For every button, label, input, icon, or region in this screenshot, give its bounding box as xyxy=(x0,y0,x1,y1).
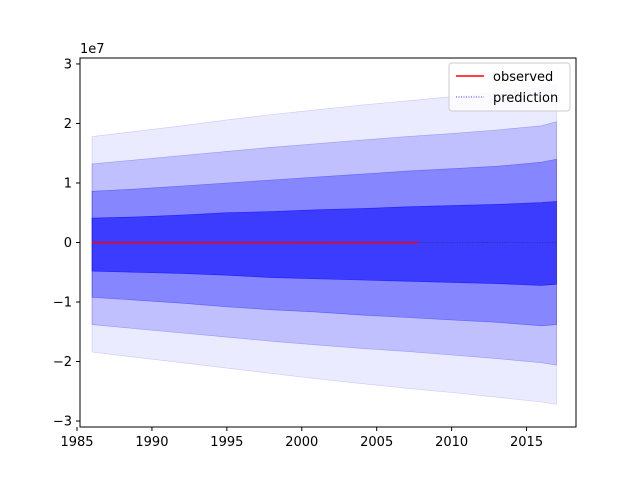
x-tick-label: 2000 xyxy=(285,435,318,450)
x-tick-label: 2015 xyxy=(510,435,543,450)
x-tick-label: 1990 xyxy=(135,435,168,450)
x-tick-label: 2010 xyxy=(435,435,468,450)
legend-prediction-label: prediction xyxy=(493,91,558,106)
band-50pct xyxy=(91,201,557,286)
x-tick-label: 2005 xyxy=(360,435,393,450)
legend-box xyxy=(448,62,571,112)
legend-observed-label: observed xyxy=(493,70,553,85)
y-scale-label: 1e7 xyxy=(80,42,105,57)
y-tick-label: 3 xyxy=(64,57,72,72)
series-lines xyxy=(91,241,557,244)
legend: observed prediction xyxy=(448,62,571,112)
x-tick-label: 1995 xyxy=(210,435,243,450)
y-tick-label: −1 xyxy=(53,296,72,311)
y-tick-label: −3 xyxy=(53,415,72,430)
y-tick-label: 2 xyxy=(64,117,72,132)
y-tick-label: 0 xyxy=(64,236,72,251)
x-tick-label: 1985 xyxy=(60,435,93,450)
x-axis: 1985 1990 1995 2000 2005 2010 2015 xyxy=(60,427,543,450)
y-axis: −3 −2 −1 0 1 2 3 xyxy=(53,57,80,430)
y-tick-label: −2 xyxy=(53,355,72,370)
y-tick-label: 1 xyxy=(64,176,72,191)
prediction-bands xyxy=(91,84,557,405)
